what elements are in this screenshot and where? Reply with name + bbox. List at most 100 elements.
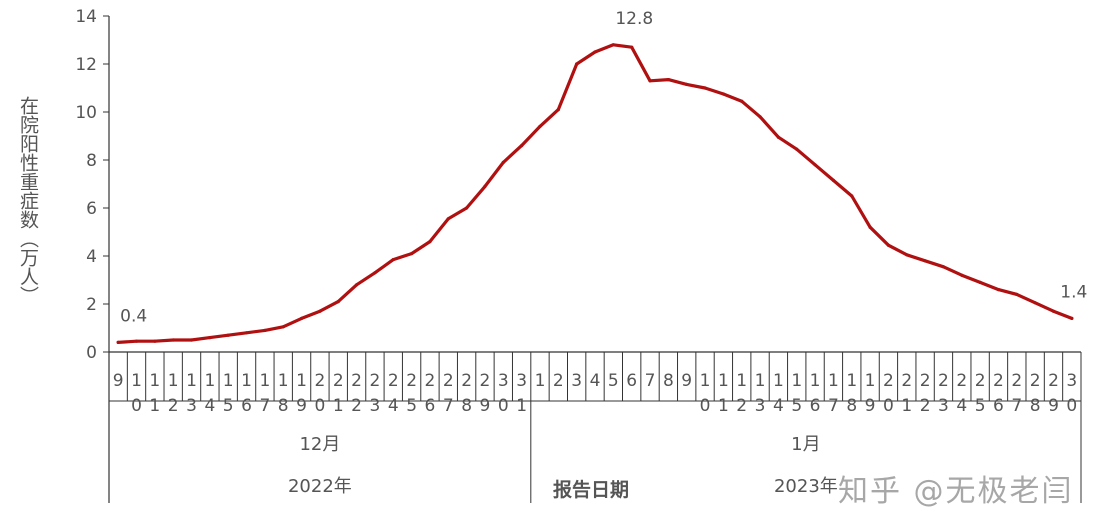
svg-text:2: 2: [920, 371, 931, 391]
svg-text:1: 1: [223, 371, 234, 391]
y-tick-label: 6: [86, 199, 97, 219]
series: [116, 43, 1074, 344]
data-point: [226, 333, 230, 337]
svg-text:2: 2: [1030, 371, 1041, 391]
svg-text:2: 2: [461, 371, 472, 391]
x-tick-label: 15: [791, 371, 802, 416]
x-tick-label: 15: [223, 371, 234, 416]
x-tick-label: 17: [259, 371, 270, 416]
x-tick-label: 24: [388, 371, 399, 416]
x-tick-label: 16: [241, 371, 252, 416]
svg-text:3: 3: [1066, 371, 1077, 391]
svg-text:2: 2: [901, 371, 912, 391]
svg-text:1: 1: [333, 396, 344, 416]
data-point: [905, 253, 909, 257]
svg-text:1: 1: [278, 371, 289, 391]
svg-text:2: 2: [1048, 371, 1059, 391]
data-point: [1033, 301, 1037, 305]
svg-text:0: 0: [1066, 396, 1077, 416]
x-tick-label: 11: [718, 371, 729, 416]
svg-text:9: 9: [865, 396, 876, 416]
x-tick-label: 25: [975, 371, 986, 416]
data-point: [134, 339, 139, 343]
x-tick-label: 18: [278, 371, 289, 416]
watermark-text: 知乎 @无极老闫: [838, 474, 1074, 509]
x-tick-label: 12: [736, 371, 747, 416]
svg-text:1: 1: [131, 371, 142, 391]
svg-text:5: 5: [223, 396, 234, 416]
svg-text:2: 2: [425, 371, 436, 391]
svg-text:4: 4: [388, 396, 399, 416]
svg-text:2: 2: [443, 371, 454, 391]
data-point: [611, 43, 615, 47]
svg-text:2: 2: [920, 396, 931, 416]
data-point: [538, 124, 542, 128]
data-point: [263, 328, 267, 332]
svg-text:2: 2: [956, 371, 967, 391]
x-axis: 9 101112131415161718192021222324252627282…: [108, 351, 1082, 503]
data-point: [776, 135, 780, 139]
svg-text:5: 5: [406, 396, 417, 416]
x-tick-label: 31: [516, 371, 527, 416]
x-tick-label: 20: [314, 371, 325, 416]
data-label: 1.4: [1060, 282, 1087, 302]
svg-text:9: 9: [113, 371, 124, 391]
svg-text:2: 2: [993, 371, 1004, 391]
x-tick-label: 21: [901, 371, 912, 416]
data-point: [116, 340, 120, 344]
svg-text:1: 1: [828, 371, 839, 391]
svg-text:7: 7: [828, 396, 839, 416]
data-point: [171, 338, 175, 342]
svg-text:6: 6: [810, 396, 821, 416]
y-axis-label: 在院阳性重症数（万人）: [17, 96, 39, 305]
y-tick-label: 2: [86, 295, 97, 315]
svg-text:2: 2: [406, 371, 417, 391]
svg-text:9: 9: [296, 396, 307, 416]
svg-text:3: 3: [755, 396, 766, 416]
svg-text:1: 1: [241, 371, 252, 391]
x-tick-label: 16: [810, 371, 821, 416]
svg-text:1: 1: [865, 371, 876, 391]
y-tick-label: 0: [86, 343, 97, 363]
data-point: [483, 184, 487, 188]
data-point: [831, 178, 836, 182]
data-point: [556, 108, 560, 112]
svg-text:3: 3: [498, 371, 509, 391]
data-point: [501, 160, 505, 164]
x-tick-label: 2: [553, 371, 564, 391]
data-label: 0.4: [120, 306, 147, 326]
svg-text:5: 5: [608, 371, 619, 391]
svg-text:0: 0: [700, 396, 711, 416]
svg-text:1: 1: [901, 396, 912, 416]
data-point: [666, 78, 670, 82]
y-axis: 0 2 4 6 8 10 12 14: [75, 7, 110, 503]
x-tick-label: 23: [370, 371, 381, 416]
y-tick-label: 12: [75, 55, 97, 75]
svg-text:2: 2: [736, 396, 747, 416]
svg-text:3: 3: [186, 396, 197, 416]
svg-text:1: 1: [810, 371, 821, 391]
svg-text:6: 6: [241, 396, 252, 416]
y-tick-label: 14: [75, 7, 97, 27]
data-point: [740, 99, 744, 103]
svg-text:1: 1: [718, 371, 729, 391]
x-tick-label: 26: [993, 371, 1004, 416]
y-tick-label: 8: [86, 151, 97, 171]
svg-text:2: 2: [370, 371, 381, 391]
svg-text:4: 4: [204, 396, 215, 416]
svg-text:8: 8: [278, 396, 289, 416]
data-point: [813, 163, 817, 167]
svg-text:2: 2: [351, 371, 362, 391]
svg-text:7: 7: [443, 396, 454, 416]
data-point: [299, 316, 304, 320]
svg-text:1: 1: [186, 371, 197, 391]
x-tick-label: 28: [1030, 371, 1041, 416]
data-point: [391, 258, 395, 262]
svg-text:7: 7: [1011, 396, 1022, 416]
x-tick-label: 18: [846, 371, 857, 416]
year-label: 2022年: [288, 476, 352, 497]
data-point: [923, 259, 927, 263]
x-tick-label: 27: [1011, 371, 1022, 416]
svg-text:1: 1: [846, 371, 857, 391]
